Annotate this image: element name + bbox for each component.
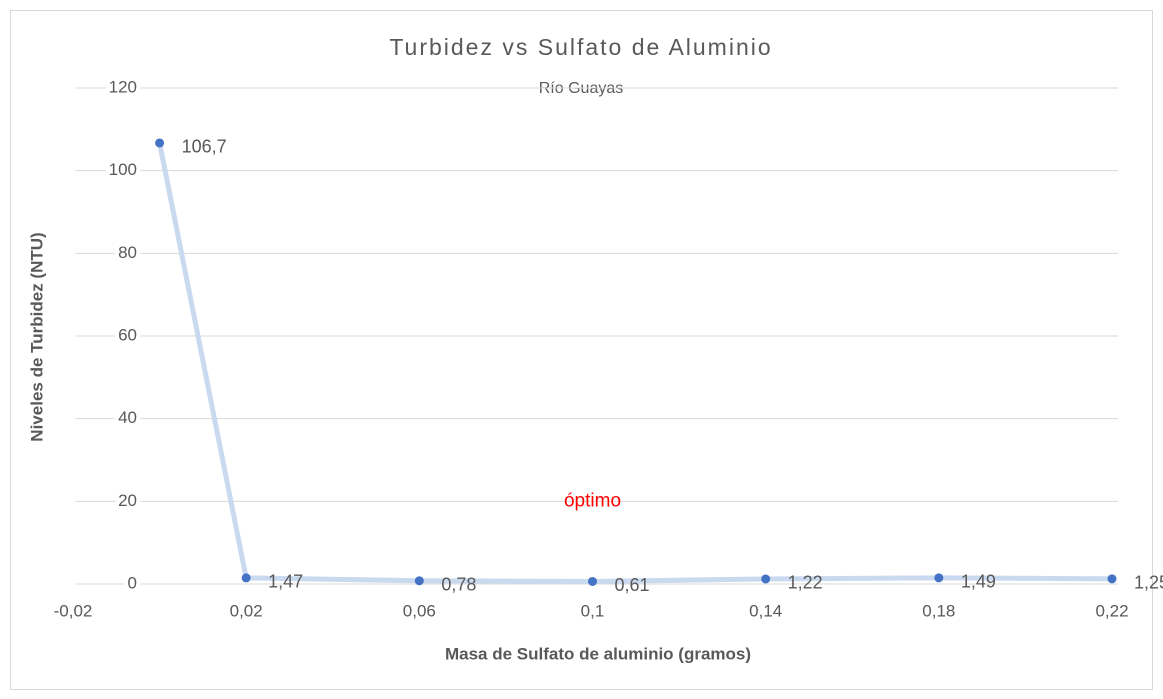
chart-subtitle: Río Guayas	[539, 80, 623, 97]
x-tick-label: 0,22	[1095, 601, 1128, 620]
annotation: óptimo	[564, 490, 621, 511]
y-tick-label: 100	[109, 160, 137, 179]
x-tick-label: 0,06	[403, 601, 436, 620]
y-tick-label: 120	[109, 77, 137, 96]
y-tick-label: 40	[118, 408, 137, 427]
x-tick-label: 0,14	[749, 601, 782, 620]
data-point	[1107, 574, 1117, 584]
data-label: 1,47	[268, 572, 303, 592]
x-axis-label: Masa de Sulfato de aluminio (gramos)	[445, 644, 751, 663]
data-label: 106,7	[182, 137, 227, 157]
data-point	[155, 138, 165, 148]
data-point	[414, 576, 424, 586]
y-tick-label: 80	[118, 243, 137, 262]
y-axis-label: Niveles de Turbidez (NTU)	[27, 232, 46, 441]
y-tick-label: 60	[118, 325, 137, 344]
data-label: 1,49	[961, 572, 996, 592]
data-point	[934, 573, 944, 583]
data-label: 0,78	[441, 575, 476, 595]
data-point	[761, 574, 771, 584]
x-tick-label: 0,1	[581, 601, 605, 620]
data-point	[588, 576, 597, 586]
data-point	[241, 573, 251, 583]
chart-title: Turbidez vs Sulfato de Aluminio	[389, 34, 772, 60]
x-tick-label: -0,02	[54, 601, 93, 620]
data-label: 0,61	[615, 575, 650, 595]
data-label: 1,22	[788, 573, 823, 593]
x-tick-label: 0,02	[230, 601, 263, 620]
data-label: 1,25	[1134, 573, 1163, 593]
x-tick-label: 0,18	[922, 601, 955, 620]
y-tick-label: 0	[128, 573, 137, 592]
y-tick-label: 20	[118, 491, 137, 510]
